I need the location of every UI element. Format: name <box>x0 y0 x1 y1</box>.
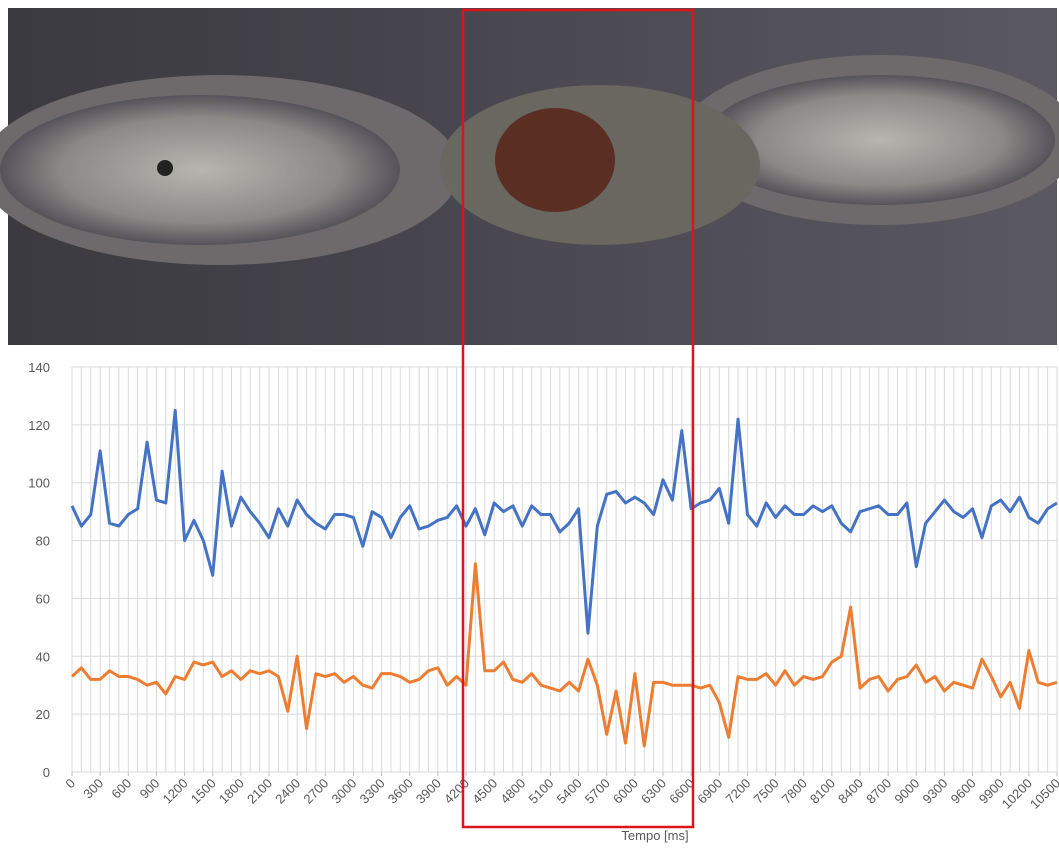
x-tick-label: 4200 <box>441 776 472 807</box>
x-tick-label: 9300 <box>919 776 950 807</box>
y-tick-label: 140 <box>28 360 50 375</box>
x-tick-label: 5100 <box>525 776 556 807</box>
x-tick-label: 2700 <box>300 776 331 807</box>
x-tick-label: 6900 <box>694 776 725 807</box>
series-line <box>72 410 1057 633</box>
x-tick-label: 6300 <box>638 776 669 807</box>
x-tick-label: 4800 <box>497 776 528 807</box>
x-tick-label: 10500 <box>1027 776 1059 812</box>
y-tick-label: 100 <box>28 476 50 491</box>
y-tick-label: 20 <box>36 707 50 722</box>
x-tick-label: 3600 <box>385 776 416 807</box>
weld-photo <box>0 8 1059 345</box>
x-tick-label: 3900 <box>413 776 444 807</box>
y-tick-label: 60 <box>36 591 50 606</box>
x-tick-label: 8100 <box>807 776 838 807</box>
figure: Tempo [ms] 02040608010012014003006009001… <box>0 0 1059 850</box>
x-axis-label: Tempo [ms] <box>621 828 688 843</box>
x-tick-label: 900 <box>137 776 163 802</box>
x-tick-label: 3300 <box>357 776 388 807</box>
x-tick-label: 2100 <box>244 776 275 807</box>
y-tick-label: 0 <box>43 765 50 780</box>
y-tick-label: 120 <box>28 418 50 433</box>
series-line <box>72 564 1057 746</box>
x-tick-label: 6000 <box>610 776 641 807</box>
x-tick-label: 0 <box>62 776 78 792</box>
x-tick-label: 7800 <box>779 776 810 807</box>
y-tick-label: 80 <box>36 534 50 549</box>
x-tick-label: 1800 <box>216 776 247 807</box>
x-tick-label: 3000 <box>328 776 359 807</box>
x-tick-label: 8400 <box>835 776 866 807</box>
x-tick-label: 9600 <box>948 776 979 807</box>
x-tick-label: 8700 <box>863 776 894 807</box>
x-tick-label: 7500 <box>751 776 782 807</box>
x-tick-label: 4500 <box>469 776 500 807</box>
x-tick-label: 1200 <box>160 776 191 807</box>
x-tick-label: 600 <box>108 776 134 802</box>
x-tick-label: 10200 <box>999 776 1035 812</box>
x-tick-label: 5400 <box>554 776 585 807</box>
x-tick-label: 2400 <box>272 776 303 807</box>
x-tick-label: 7200 <box>722 776 753 807</box>
x-tick-label: 9000 <box>891 776 922 807</box>
x-tick-label: 5700 <box>582 776 613 807</box>
y-tick-label: 40 <box>36 649 50 664</box>
x-tick-label: 300 <box>80 776 106 802</box>
x-tick-label: 1500 <box>188 776 219 807</box>
